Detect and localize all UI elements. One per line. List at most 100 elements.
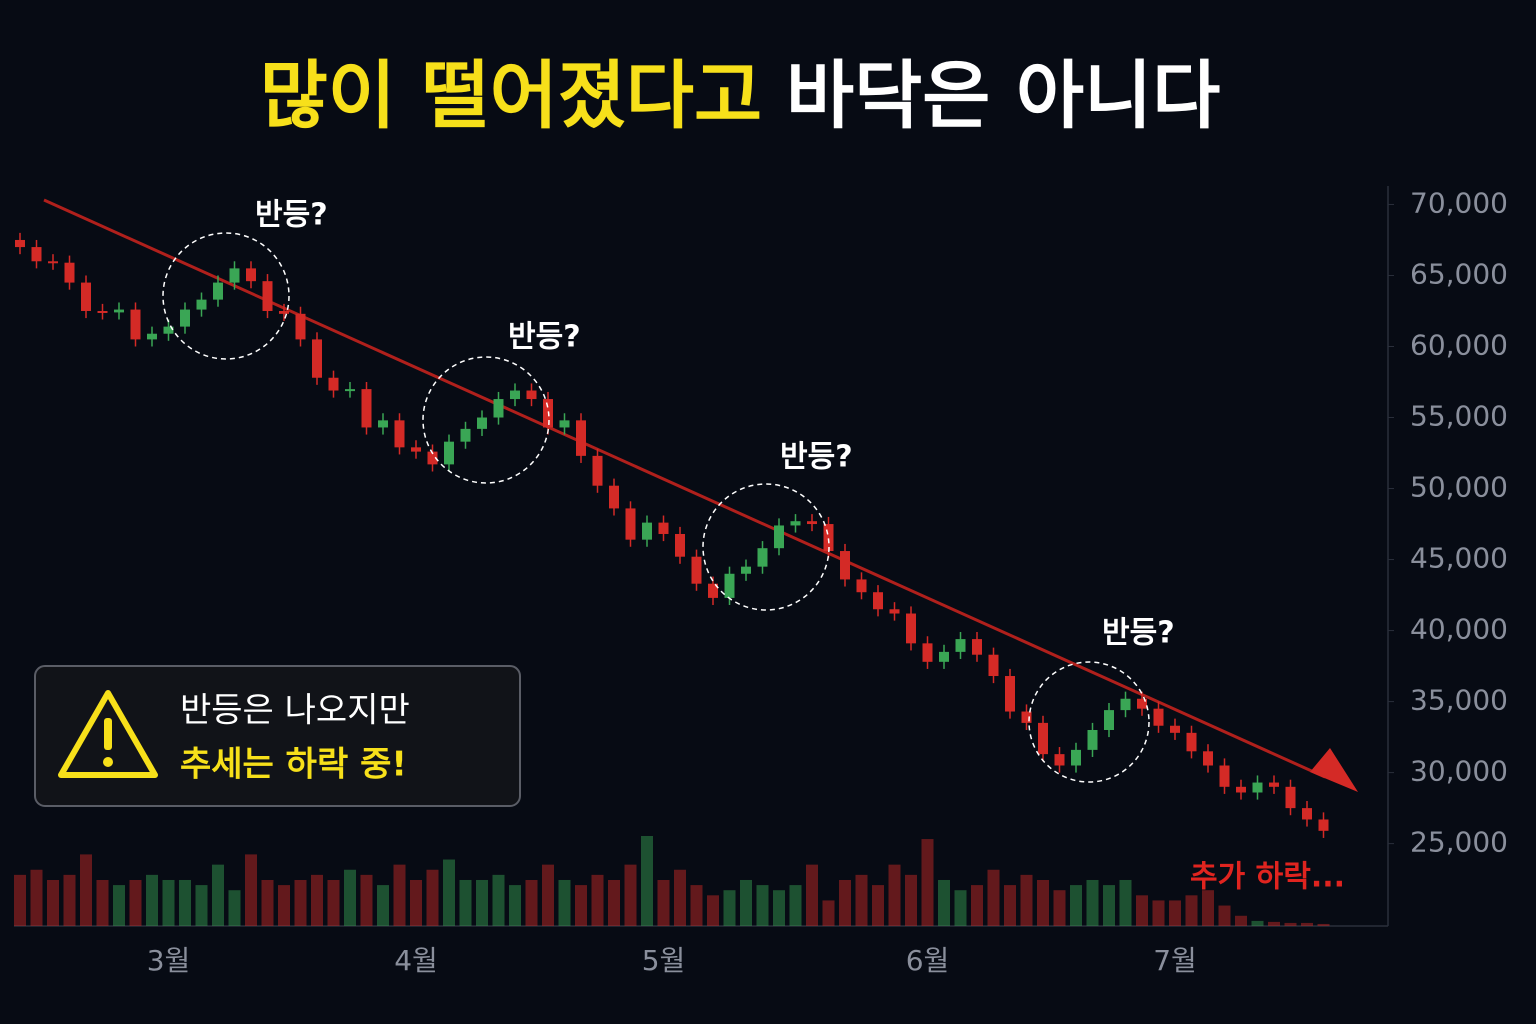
volume-bar: [360, 874, 373, 926]
candle-body: [609, 485, 619, 509]
volume-bar: [459, 879, 472, 926]
annotation: 반등?: [508, 320, 581, 355]
volume-bar: [410, 879, 422, 926]
candle-body: [97, 310, 108, 313]
candle-body: [493, 399, 504, 418]
volume-bar: [509, 885, 521, 926]
y-tick-label: 50,000: [1410, 471, 1508, 504]
annotations: 반등? 반등? 반등? 반등?: [255, 198, 1175, 651]
candle-body: [840, 551, 850, 580]
candle-body: [724, 573, 735, 598]
candle-body: [807, 521, 817, 525]
volume-bar: [624, 864, 637, 926]
volume-bar: [146, 874, 158, 926]
candle-body: [741, 566, 751, 574]
end-note: 추가 하락...: [1190, 860, 1345, 895]
x-tick-label: 7월: [1153, 944, 1197, 977]
volume-bar: [888, 864, 901, 926]
volume-bar: [872, 885, 884, 926]
candle-body: [262, 281, 273, 311]
y-tick-label: 65,000: [1410, 257, 1508, 290]
volume-bar: [1020, 874, 1033, 926]
candle-body: [889, 609, 900, 614]
chart-title: 많이 떨어졌다고 바닥은 아니다: [260, 53, 1221, 139]
candle-body: [658, 522, 669, 534]
volume-bar: [905, 874, 917, 926]
candle-layer: [15, 232, 1329, 838]
y-tick-label: 35,000: [1410, 684, 1508, 717]
volume-bar: [1086, 879, 1099, 926]
volume-bar: [212, 864, 224, 926]
annotation: 반등?: [780, 440, 853, 475]
candle-body: [378, 420, 388, 428]
y-tick-label: 40,000: [1410, 613, 1508, 646]
volume-bar: [674, 869, 686, 926]
volume-bar: [987, 869, 1000, 926]
candle-body: [675, 533, 685, 557]
bounce-circle: [162, 232, 290, 360]
volume-bar: [773, 890, 785, 926]
volume-bar: [492, 874, 505, 926]
candle-body: [1054, 754, 1065, 766]
volume-bar: [525, 879, 538, 926]
candle-body: [790, 521, 801, 526]
volume-bar: [1136, 895, 1148, 926]
candle-body: [592, 455, 603, 486]
x-tick-label: 3월: [147, 944, 191, 977]
volume-bar: [1202, 890, 1214, 926]
candle-body: [774, 525, 784, 549]
volume-bar: [855, 874, 868, 926]
candle-body: [163, 326, 174, 334]
candle-body: [180, 309, 190, 327]
title-highlight: 많이 떨어졌다고: [260, 53, 762, 139]
volume-bar: [63, 874, 76, 926]
warning-icon: [58, 690, 158, 778]
volume-bar: [426, 869, 439, 926]
volume-bar: [14, 874, 26, 926]
candle-body: [988, 654, 999, 677]
volume-bar: [1218, 905, 1231, 926]
volume-bar: [558, 879, 571, 926]
volume-bar: [179, 879, 191, 926]
candle-body: [691, 556, 702, 584]
volume-bar: [575, 885, 587, 926]
candle-body: [1269, 782, 1279, 787]
candle-body: [31, 247, 42, 262]
candle-body: [81, 282, 91, 311]
volume-bar: [278, 885, 290, 926]
volume-bar: [377, 885, 389, 926]
candle-body: [147, 333, 157, 340]
candle-body: [114, 309, 124, 313]
candle-body: [1203, 751, 1213, 766]
candle-body: [1120, 698, 1131, 711]
volume-bar: [657, 879, 670, 926]
volume-bar: [443, 859, 455, 926]
volume-bar: [393, 864, 406, 926]
volume-bar: [1053, 890, 1066, 926]
candle-body: [708, 583, 718, 598]
volume-bar: [113, 885, 125, 926]
candle-body: [1302, 808, 1312, 820]
candle-body: [1236, 786, 1246, 793]
volume-bar: [1103, 885, 1115, 926]
volume-bar: [162, 879, 175, 926]
annotation: 반등?: [255, 198, 328, 233]
volume-bar: [1185, 895, 1198, 926]
y-tick-label: 55,000: [1410, 400, 1508, 433]
candle-body: [510, 390, 520, 400]
warning-box: 반등은 나오지만 추세는 하락 중!: [34, 665, 521, 807]
candle-body: [361, 389, 372, 428]
volume-bar: [294, 879, 307, 926]
warning-text: 반등은 나오지만: [180, 691, 410, 731]
bounce-circle: [702, 483, 830, 611]
annotation: 반등?: [1102, 616, 1175, 651]
candle-body: [64, 262, 75, 283]
candle-body: [477, 417, 487, 429]
candle-body: [1071, 749, 1081, 766]
candle-body: [279, 310, 289, 314]
candle-body: [427, 451, 438, 465]
candle-body: [1005, 676, 1015, 712]
candle-body: [345, 389, 355, 392]
volume-bar: [1235, 915, 1247, 926]
candle-body: [856, 579, 867, 593]
